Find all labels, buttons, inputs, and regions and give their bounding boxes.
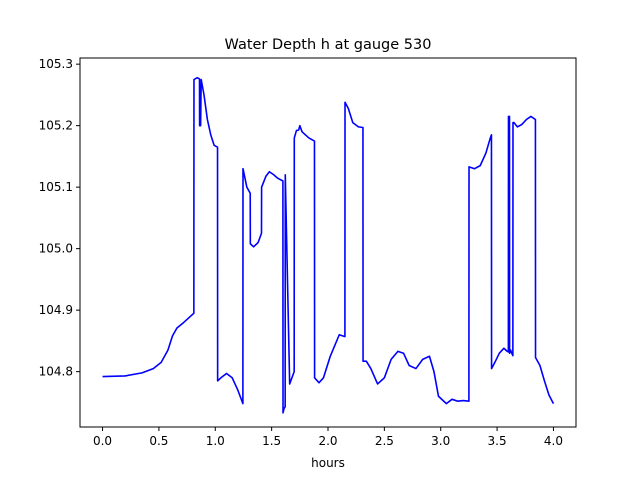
plot-frame xyxy=(79,57,577,428)
y-tick-label: 104.9 xyxy=(39,303,73,317)
y-axis: 104.8 104.9 105.0 105.1 105.2 105.3 xyxy=(39,57,80,379)
y-tick-label: 104.8 xyxy=(39,365,73,379)
x-axis: 0.0 0.5 1.0 1.5 2.0 2.5 3.0 3.5 4.0 xyxy=(93,427,563,448)
y-tick-label: 105.1 xyxy=(39,180,73,194)
x-tick-label: 1.0 xyxy=(206,434,225,448)
y-tick-label: 105.3 xyxy=(39,57,73,71)
x-tick-label: 3.0 xyxy=(431,434,450,448)
y-tick-label: 105.2 xyxy=(39,119,73,133)
x-tick-label: 0.5 xyxy=(149,434,168,448)
series-line-0 xyxy=(102,76,555,414)
x-tick-label: 2.0 xyxy=(318,434,337,448)
x-axis-label: hours xyxy=(311,456,345,470)
x-tick-label: 4.0 xyxy=(544,434,563,448)
y-tick-label: 105.0 xyxy=(39,242,73,256)
x-tick-label: 3.5 xyxy=(488,434,507,448)
x-tick-label: 0.0 xyxy=(93,434,112,448)
x-tick-label: 2.5 xyxy=(375,434,394,448)
x-tick-label: 1.5 xyxy=(262,434,281,448)
chart-title: Water Depth h at gauge 530 xyxy=(225,37,432,53)
plot-area xyxy=(102,76,555,414)
